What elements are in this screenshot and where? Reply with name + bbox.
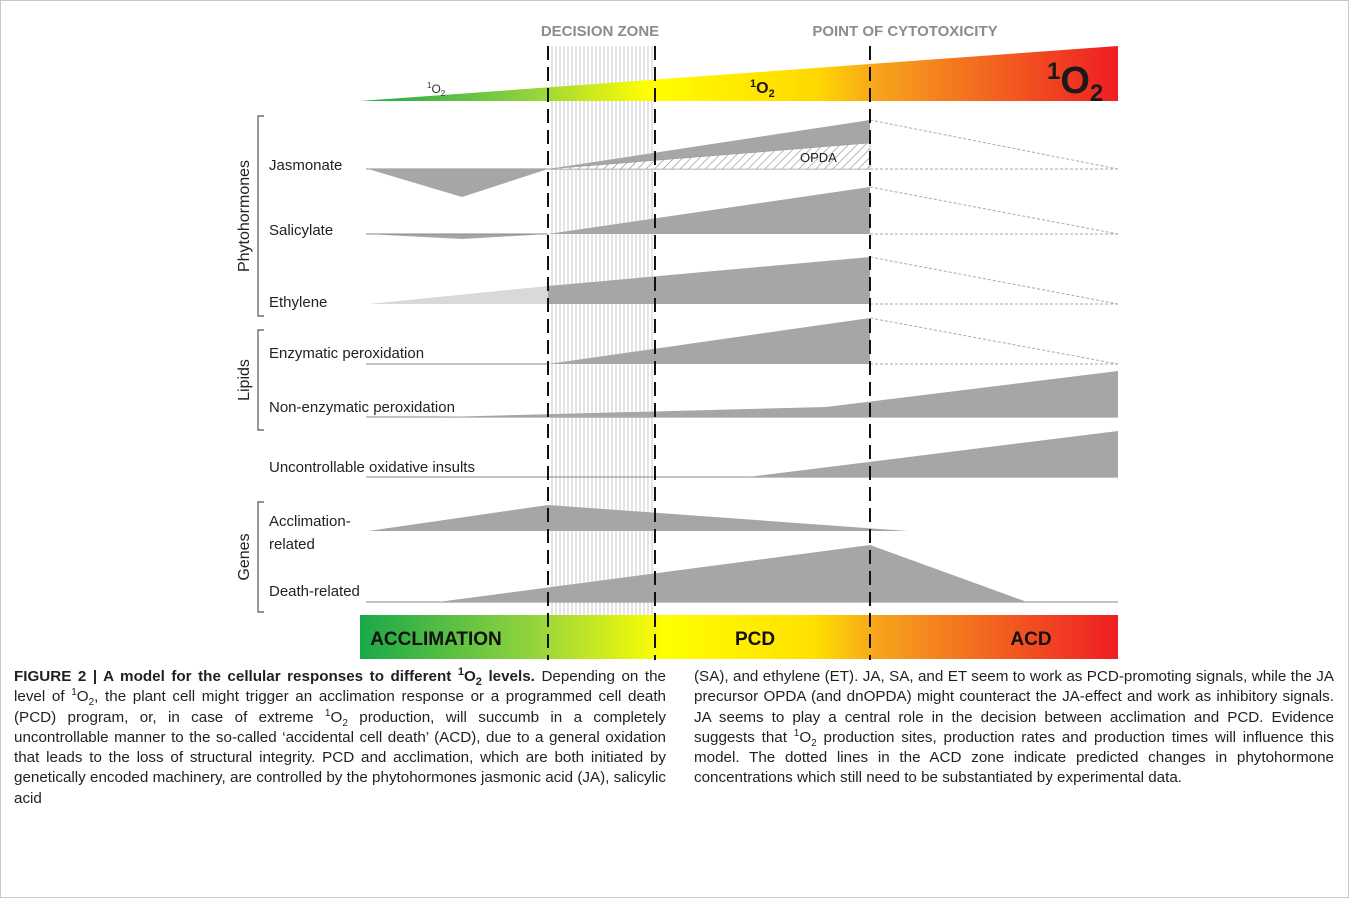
ethylene-light-shape [368,286,548,304]
opda-label: OPDA [800,150,837,165]
genes-bracket [257,501,264,613]
salicylate-predicted-line [869,186,1119,235]
singlet-oxygen-small: 1O2 [427,81,446,98]
jasmonate-label: Jasmonate [269,157,342,174]
acclimation-related-shape [368,505,908,531]
figure-title: FIGURE 2 | A model for the cellular resp… [14,665,535,689]
uncontrollable-rise-shape [748,431,1118,477]
death-related-label: Death-related [269,583,360,600]
cytotoxicity-label: POINT OF CYTOTOXICITY [812,23,997,40]
outcome-bar [360,615,1118,659]
enzymatic-predicted-line [869,317,1119,365]
uncontrollable-label: Uncontrollable oxidative insults [269,459,475,476]
enzymatic-label: Enzymatic peroxidation [269,345,424,362]
death-related-shape [438,545,1027,602]
ethylene-label: Ethylene [269,294,327,311]
lipids-group-label: Lipids [236,359,253,401]
ethylene-rise-shape [548,257,870,304]
model-figure: DECISION ZONE POINT OF CYTOTOXICITY 1O2 … [236,23,1119,660]
acclimation-related-label-2: related [269,536,315,553]
jasmonate-dip-shape [368,169,548,197]
jasmonate-predicted-line [869,119,1119,170]
salicylate-dip-shape [368,234,548,239]
singlet-oxygen-wedge [360,46,1118,101]
ethylene-predicted-line [869,256,1119,305]
singlet-oxygen-medium: 1O2 [750,78,775,100]
salicylate-rise-shape [548,187,870,234]
genes-group-label: Genes [236,533,253,580]
outcome-pcd: PCD [735,629,775,650]
enzymatic-rise-shape [548,318,870,364]
outcome-acclimation: ACCLIMATION [370,629,502,650]
acclimation-related-label-1: Acclimation- [269,513,351,530]
lipids-bracket [257,329,264,431]
phytohormones-group-label: Phytohormones [236,160,253,272]
singlet-oxygen-large: 1O2 [1047,58,1103,107]
phytohormones-bracket [257,115,264,317]
nonenzymatic-label: Non-enzymatic peroxidation [269,399,455,416]
caption-left-column: FIGURE 2 | A model for the cellular resp… [14,665,667,809]
nonenzymatic-rise-shape [440,371,1118,417]
caption-body-1: Depending on the level of 1O2, the plant… [14,668,667,807]
outcome-acd: ACD [1010,629,1051,650]
caption-right-column: (SA), and ethylene (ET). JA, SA, and ET … [694,667,1334,789]
decision-zone-label: DECISION ZONE [541,23,659,40]
salicylate-label: Salicylate [269,222,333,239]
caption-body-2: (SA), and ethylene (ET). JA, SA, and ET … [694,668,1335,787]
